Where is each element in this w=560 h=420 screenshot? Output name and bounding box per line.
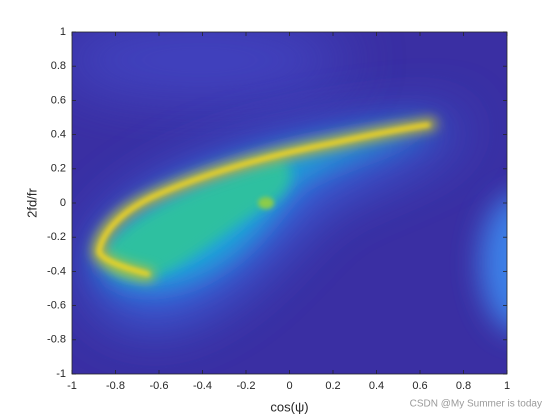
y-tick-label: 0 <box>60 197 66 209</box>
y-tick-label: -1 <box>56 368 66 380</box>
x-tick-label: 0.6 <box>412 380 427 392</box>
y-tick-label: -0.6 <box>47 300 66 312</box>
y-axis-label: 2fd/fr <box>24 188 39 218</box>
x-axis-label: cos(ψ) <box>270 399 308 414</box>
x-tick-label: 0.2 <box>325 380 340 392</box>
heatmap-field <box>72 32 507 374</box>
x-tick-label: -0.2 <box>237 380 256 392</box>
x-tick-label: 0 <box>286 380 292 392</box>
y-tick-label: 0.8 <box>51 60 66 72</box>
x-tick-label: -0.8 <box>106 380 125 392</box>
watermark: CSDN @My Summer is today <box>410 399 542 410</box>
y-tick-label: -0.2 <box>47 231 66 243</box>
y-tick-label: 0.4 <box>51 129 66 141</box>
x-tick-label: 1 <box>504 380 510 392</box>
y-tick-label: -0.8 <box>47 334 66 346</box>
y-tick-label: 0.2 <box>51 163 66 175</box>
x-tick-label: -1 <box>67 380 77 392</box>
x-tick-label: 0.8 <box>456 380 471 392</box>
y-tick-label: 1 <box>60 26 66 38</box>
x-tick-label: -0.6 <box>150 380 169 392</box>
y-tick-label: -0.4 <box>47 265 66 277</box>
x-tick-label: 0.4 <box>369 380 384 392</box>
x-tick-label: -0.4 <box>193 380 212 392</box>
y-tick-label: 0.6 <box>51 94 66 106</box>
